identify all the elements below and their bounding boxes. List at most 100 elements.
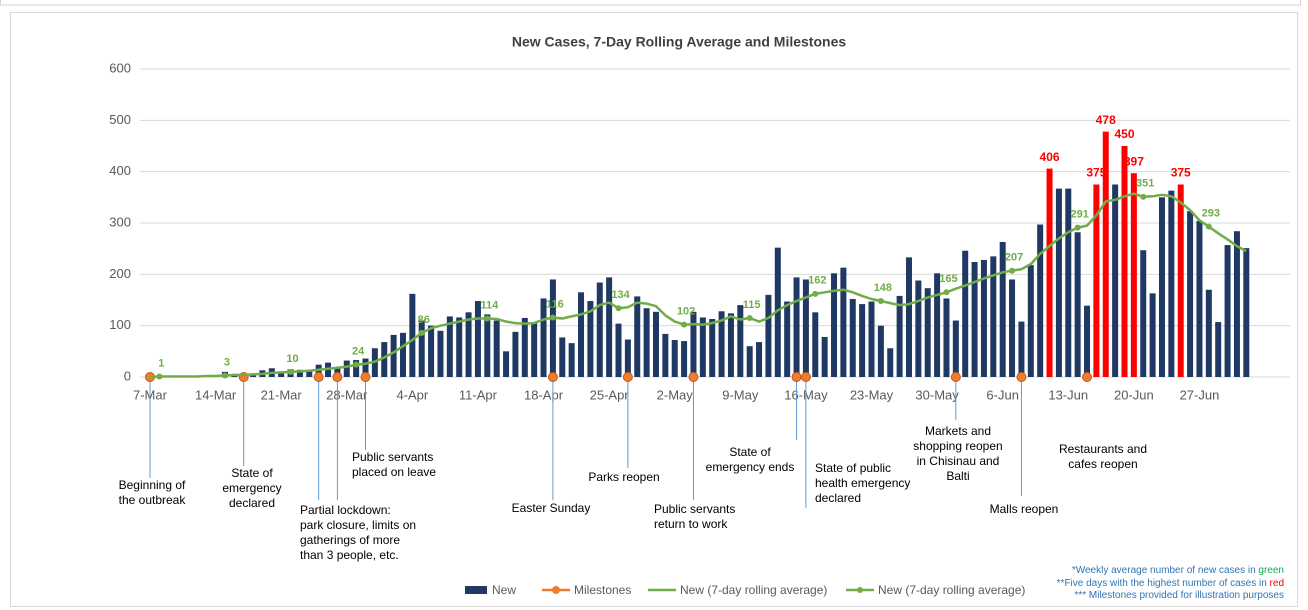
milestone-label: Malls reopen [989,502,1059,516]
bar [503,351,510,377]
rolling-average-marker [221,372,228,379]
bar [1037,224,1044,377]
rolling-average-marker [615,305,622,312]
bar [896,295,903,377]
bar [1140,250,1147,377]
bar [980,259,987,377]
bar [727,313,734,377]
rolling-average-marker [353,361,360,368]
x-tick-label: 9-May [722,387,759,402]
x-tick-label: 18-Apr [524,387,564,402]
bar [1074,232,1081,377]
bar [1149,293,1156,377]
y-tick-label: 600 [109,60,131,75]
bar [624,339,631,377]
milestone-marker [360,372,371,382]
bar [1065,188,1072,377]
bar [971,262,978,377]
rolling-average-marker [943,289,950,296]
bar [1243,248,1250,377]
bar [437,330,444,377]
rolling-average-marker [877,298,884,305]
rolling-average-label: 162 [808,275,826,287]
y-tick-label: 300 [109,214,131,229]
bar [381,342,388,377]
rolling-average-marker [156,373,163,380]
bar [643,308,650,377]
bar [774,247,781,377]
x-tick-label: 23-May [850,387,894,402]
bar [709,318,716,377]
bar [746,346,753,377]
bar [793,277,800,377]
legend-label: Milestones [574,583,631,597]
y-tick-label: 100 [109,317,131,332]
x-tick-label: 21-Mar [261,387,303,402]
footnote-highlight: red [1269,577,1284,589]
bar [1187,211,1194,377]
milestone-label: Restaurants and cafes reopen [1058,442,1148,471]
milestone-label: State of public health emergency declare… [815,461,911,505]
bar [1009,279,1016,377]
bar [868,301,875,377]
rolling-average-label: 10 [286,353,298,365]
bar [802,279,809,377]
bar-value-label: 375 [1086,166,1106,180]
rolling-average-label: 291 [1070,209,1088,221]
bar [1027,265,1034,377]
bar [652,311,659,377]
bar [521,317,528,377]
bar-value-label: 450 [1114,127,1134,141]
milestone-marker [332,372,343,382]
bar [662,333,669,377]
bar-value-label: 375 [1171,166,1191,180]
bar [821,336,828,377]
bar [615,323,622,377]
rolling-average-label: 293 [1202,207,1220,219]
chart-title: New Cases, 7-Day Rolling Average and Mil… [512,34,847,50]
rolling-average-marker [1074,224,1081,231]
bar [1093,184,1100,377]
bar [578,292,585,377]
bar [296,369,303,377]
milestone-marker [1082,372,1093,382]
y-tick-label: 200 [109,266,131,281]
milestone-label: Public servants placed on leave [352,450,437,479]
milestone-label: Markets and shopping reopen in Chisinau … [913,424,1003,483]
milestone-label: Easter Sunday [511,501,591,515]
rolling-average-marker [484,315,491,322]
milestone-label: Parks reopen [588,470,660,484]
x-tick-label: 28-Mar [326,387,368,402]
bar [681,341,688,377]
y-tick-label: 0 [124,368,131,383]
milestone-marker [313,372,324,382]
bar [559,337,566,377]
y-tick-label: 500 [109,112,131,127]
bar [671,340,678,377]
bar [859,304,866,377]
rolling-average-label: 351 [1136,178,1154,190]
legend-label: New (7-day rolling average) [878,583,1025,597]
bar [446,316,453,377]
rolling-average-label: 148 [874,282,892,294]
legend-swatch-marker [857,587,863,593]
bar [765,294,772,377]
bar [390,334,397,377]
bar [568,343,575,377]
milestone-label: Public servants return to work [654,502,736,531]
rolling-average-marker [418,329,425,336]
rolling-average-label: 134 [611,289,630,301]
bar [428,325,435,377]
rolling-average-marker [681,321,688,328]
footnote-text: *Weekly average number of new cases in [1071,565,1259,576]
bar [596,282,603,377]
y-tick-label: 400 [109,163,131,178]
bar [962,250,969,377]
rolling-average-label: 114 [480,299,499,311]
milestone-marker [1016,372,1027,382]
rolling-average-marker [746,314,753,321]
bar [484,314,491,377]
footnote: *Weekly average number of new cases in g… [1072,565,1284,576]
